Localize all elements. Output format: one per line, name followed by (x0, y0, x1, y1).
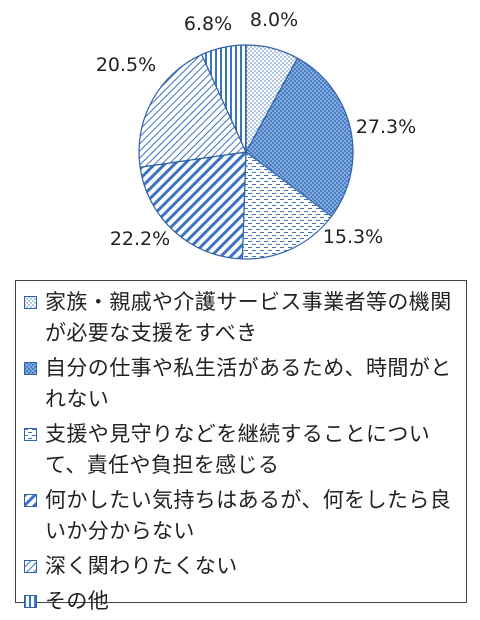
legend-swatch-2 (24, 362, 37, 375)
legend-label-3: 支援や見守りなどを継続することについて、責任や負担を感じる (45, 422, 431, 477)
legend-swatch-4 (24, 494, 37, 507)
pie-chart: 8.0% 27.3% 15.3% 22.2% 20.5% 6.8% (96, 9, 416, 260)
slice-label-2: 27.3% (356, 116, 416, 138)
legend-item-1: 家族・親戚や介護サービス事業者等の機関が必要な支援をすべき (24, 287, 458, 349)
pie-slice-3 (241, 150, 333, 260)
legend-swatch-6 (24, 595, 37, 608)
legend-item-4: 何かしたい気持ちはあるが、何をしたら良いか分からない (24, 485, 458, 547)
legend-label-5: 深く関わりたくない (45, 554, 238, 578)
pie-slice-4 (139, 151, 247, 260)
pie-slice-5 (138, 53, 247, 168)
slice-label-4: 22.2% (110, 228, 170, 250)
pie-slice-2 (245, 57, 354, 218)
legend-item-2: 自分の仕事や私生活があるため、時間がとれない (24, 353, 458, 415)
legend-item-6: その他 (24, 586, 458, 617)
chart-legend: 家族・親戚や介護サービス事業者等の機関が必要な支援をすべき 自分の仕事や私生活があ… (15, 280, 467, 613)
legend-label-6: その他 (45, 589, 110, 613)
legend-item-3: 支援や見守りなどを継続することについて、責任や負担を感じる (24, 419, 458, 481)
slice-label-6: 6.8% (184, 13, 232, 35)
legend-label-2: 自分の仕事や私生活があるため、時間がとれない (45, 356, 452, 411)
legend-item-5: 深く関わりたくない (24, 551, 458, 582)
slice-label-3: 15.3% (323, 226, 383, 248)
legend-swatch-3 (24, 428, 37, 441)
legend-label-1: 家族・親戚や介護サービス事業者等の機関が必要な支援をすべき (45, 290, 452, 345)
slice-label-1: 8.0% (250, 9, 298, 31)
pie-slice-6 (200, 44, 247, 153)
legend-swatch-1 (24, 296, 37, 309)
legend-label-4: 何かしたい気持ちはあるが、何をしたら良いか分からない (45, 488, 452, 543)
slice-label-5: 20.5% (96, 54, 156, 76)
legend-swatch-5 (24, 560, 37, 573)
